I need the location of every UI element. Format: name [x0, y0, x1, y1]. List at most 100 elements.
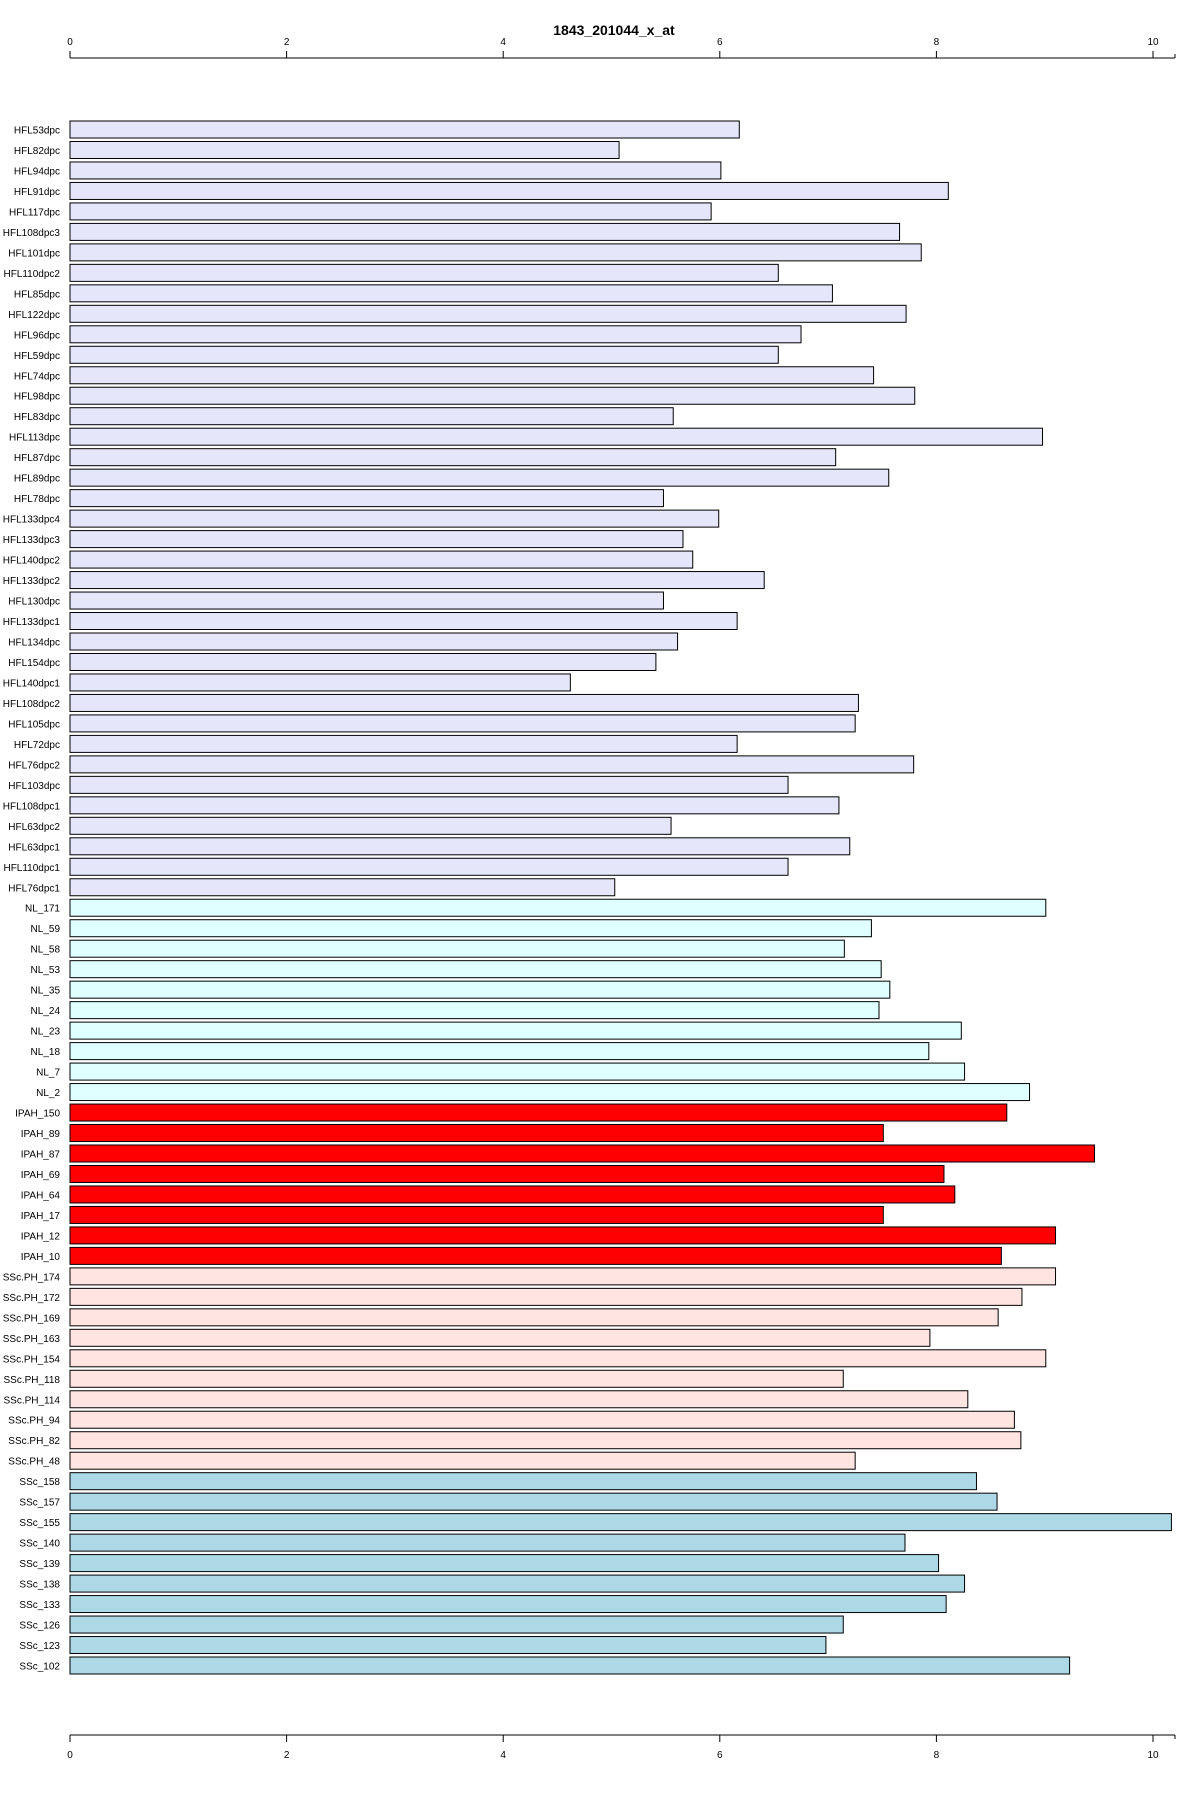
bar-SSc.PH_169 — [69, 1308, 999, 1327]
bar-SSc_133 — [69, 1595, 947, 1614]
category-label: NL_18 — [31, 1047, 61, 1058]
bar-HFL122dpc — [69, 304, 907, 323]
category-label: SSc.PH_94 — [8, 1416, 60, 1427]
category-label: SSc_133 — [19, 1600, 60, 1611]
category-label: IPAH_87 — [21, 1150, 61, 1161]
bottom-axis-tick-label: 4 — [500, 1750, 506, 1761]
category-label: SSc_155 — [19, 1518, 60, 1529]
bar-HFL96dpc — [69, 325, 802, 344]
category-label: SSc.PH_82 — [8, 1436, 60, 1447]
category-label: SSc.PH_169 — [3, 1313, 61, 1324]
bar-NL_24 — [69, 1001, 880, 1020]
bar-HFL53dpc — [69, 120, 740, 139]
bar-HFL63dpc2 — [69, 816, 672, 835]
bottom-axis-tick-label: 6 — [717, 1750, 723, 1761]
category-label: IPAH_150 — [15, 1109, 60, 1120]
category-label: IPAH_69 — [21, 1170, 61, 1181]
bar-HFL110dpc2 — [69, 263, 779, 282]
category-label: HFL72dpc — [14, 740, 60, 751]
category-label: HFL85dpc — [14, 289, 60, 300]
category-label: SSc_140 — [19, 1539, 60, 1550]
bar-HFL89dpc — [69, 468, 890, 487]
top-axis-tick-label: 4 — [500, 37, 506, 48]
bar-HFL103dpc — [69, 775, 789, 794]
bar-NL_23 — [69, 1021, 962, 1040]
bar-NL_59 — [69, 919, 872, 938]
bottom-axis-tick-label: 10 — [1147, 1750, 1159, 1761]
bar-HFL108dpc1 — [69, 796, 840, 815]
category-label: HFL63dpc2 — [8, 822, 60, 833]
category-label: HFL89dpc — [14, 474, 60, 485]
bar-HFL94dpc — [69, 161, 722, 180]
bar-HFL117dpc — [69, 202, 712, 221]
category-label: NL_53 — [31, 965, 61, 976]
category-label: SSc.PH_118 — [3, 1375, 60, 1386]
bar-SSc_139 — [69, 1554, 940, 1573]
bar-SSc.PH_172 — [69, 1287, 1023, 1306]
bar-SSc_138 — [69, 1574, 966, 1593]
bar-SSc_157 — [69, 1492, 998, 1511]
bar-HFL133dpc2 — [69, 571, 765, 590]
bar-HFL110dpc1 — [69, 857, 789, 876]
category-label: NL_7 — [36, 1068, 60, 1079]
category-label: NL_23 — [31, 1027, 61, 1038]
category-label: SSc_126 — [19, 1621, 60, 1632]
bar-HFL59dpc — [69, 345, 779, 364]
bar-HFL133dpc1 — [69, 612, 738, 631]
top-axis-tick-label: 8 — [934, 37, 940, 48]
bar-SSc.PH_82 — [69, 1431, 1022, 1450]
category-label: HFL76dpc2 — [8, 760, 60, 771]
bar-SSc.PH_48 — [69, 1451, 856, 1470]
bar-NL_53 — [69, 960, 882, 979]
category-labels: HFL53dpc HFL82dpc HFL94dpc HFL91dpc HFL117dp… — [3, 126, 61, 1673]
bar-HFL108dpc3 — [69, 222, 901, 241]
category-label: HFL140dpc2 — [3, 556, 61, 567]
category-label: HFL101dpc — [8, 248, 60, 259]
bar-HFL85dpc — [69, 284, 833, 303]
bar-SSc_158 — [69, 1472, 977, 1491]
bar-NL_171 — [69, 898, 1047, 917]
bar-HFL76dpc1 — [69, 878, 616, 897]
category-label: SSc.PH_163 — [3, 1334, 61, 1345]
bottom-x-axis: 0 2 4 6 8 10 — [67, 1734, 1176, 1761]
bar-SSc_155 — [69, 1513, 1172, 1532]
bar-SSc_123 — [69, 1636, 827, 1655]
category-label: HFL134dpc — [8, 638, 60, 649]
category-label: HFL94dpc — [14, 166, 60, 177]
top-axis-tick-label: 10 — [1147, 37, 1159, 48]
bar-HFL140dpc1 — [69, 673, 571, 692]
bar-HFL101dpc — [69, 243, 922, 262]
category-label: NL_58 — [31, 945, 61, 956]
category-label: HFL78dpc — [14, 494, 60, 505]
category-label: NL_35 — [31, 986, 61, 997]
bar-HFL72dpc — [69, 734, 738, 753]
top-x-axis: 0 2 4 6 8 10 — [67, 37, 1176, 59]
category-label: HFL154dpc — [8, 658, 60, 669]
bar-HFL130dpc — [69, 591, 664, 610]
bar-HFL87dpc — [69, 448, 837, 467]
bar-SSc.PH_174 — [69, 1267, 1057, 1286]
bar-HFL76dpc2 — [69, 755, 915, 774]
bar-SSc_102 — [69, 1656, 1071, 1675]
bar-SSc.PH_94 — [69, 1410, 1015, 1429]
category-label: NL_24 — [31, 1006, 61, 1017]
category-label: HFL76dpc1 — [8, 883, 60, 894]
chart-title: 1843_201044_x_at — [553, 22, 675, 38]
category-label: NL_59 — [31, 924, 61, 935]
category-label: HFL63dpc1 — [8, 842, 60, 853]
bar-HFL91dpc — [69, 181, 949, 200]
bar-NL_2 — [69, 1083, 1031, 1102]
category-label: HFL98dpc — [14, 392, 60, 403]
bar-HFL113dpc — [69, 427, 1044, 446]
bar-HFL133dpc4 — [69, 509, 720, 528]
category-label: SSc_139 — [19, 1559, 60, 1570]
category-label: HFL133dpc2 — [3, 576, 61, 587]
bottom-axis-tick-label: 2 — [284, 1750, 290, 1761]
bar-HFL140dpc2 — [69, 550, 694, 569]
bar-HFL82dpc — [69, 140, 620, 159]
bar-IPAH_12 — [69, 1226, 1057, 1245]
bar-NL_18 — [69, 1042, 930, 1061]
category-label: HFL53dpc — [14, 126, 60, 137]
bar-HFL78dpc — [69, 489, 664, 508]
